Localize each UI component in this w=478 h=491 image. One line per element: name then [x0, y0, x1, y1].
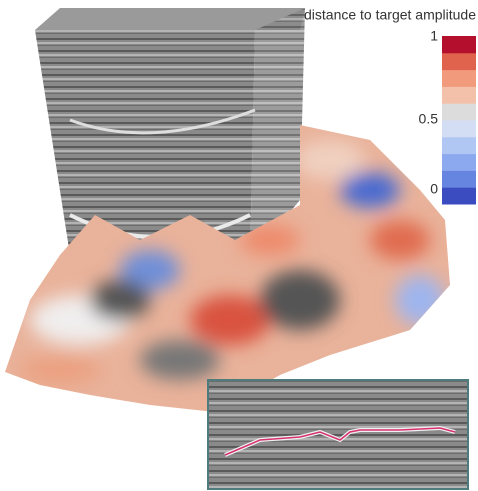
- colorbar-step: [442, 86, 476, 104]
- colorbar-step: [442, 69, 476, 87]
- colorbar-step: [442, 136, 476, 155]
- colorbar-step: [442, 120, 476, 138]
- colorbar-step: [442, 170, 476, 188]
- colorbar-tick-label: 1: [430, 28, 438, 44]
- colorbar-step: [442, 36, 476, 54]
- colorbar: 00.51: [419, 28, 476, 205]
- colorbar-tick-label: 0.5: [419, 111, 439, 127]
- colorbar-step: [442, 153, 476, 171]
- colorbar-step: [442, 103, 476, 121]
- seismic-inset: [207, 379, 469, 490]
- colorbar-tick-label: 0: [430, 181, 438, 197]
- seismic-cube: [35, 8, 305, 260]
- colorbar-step: [442, 187, 476, 205]
- colorbar-step: [442, 52, 476, 71]
- colorbar-title: distance to target amplitude: [304, 7, 476, 23]
